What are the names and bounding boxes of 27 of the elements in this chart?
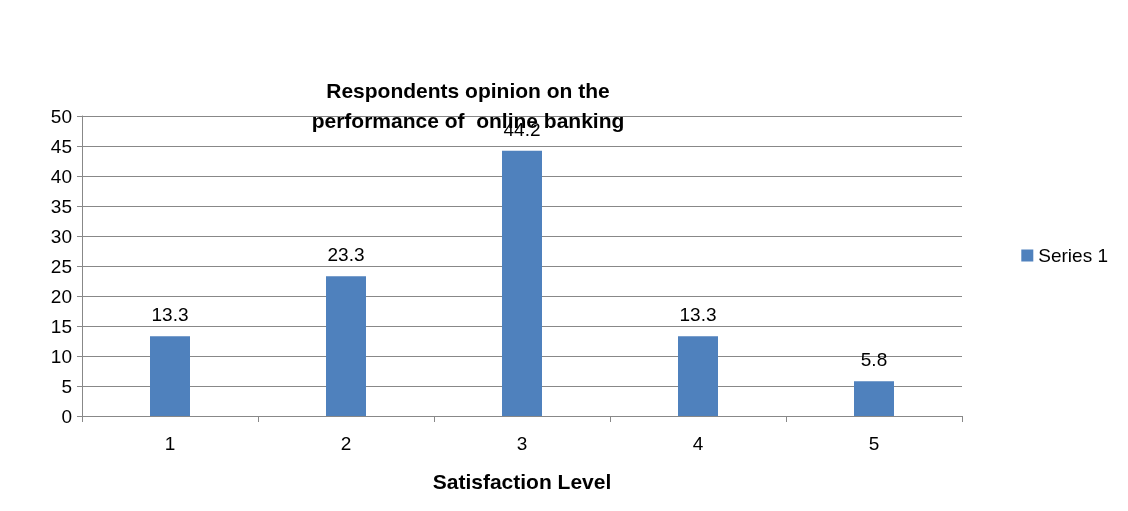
bar [502,150,542,416]
bar [854,381,894,416]
y-tick-label: 50 [50,105,72,127]
y-tick-label: 20 [50,285,72,307]
data-label: 13.3 [151,304,189,326]
x-tick-label: 5 [868,433,880,454]
y-tick-label: 45 [50,135,72,157]
data-label: 23.3 [327,244,365,266]
y-tick-label: 35 [50,195,72,217]
x-axis-title: Satisfaction Level [432,470,612,493]
y-tick-label: 40 [50,165,72,187]
x-tick-label: 1 [164,433,176,454]
y-tick-label: 30 [50,225,72,247]
y-tick-label: 0 [61,405,72,427]
bar [678,336,718,416]
y-tick-label: 5 [61,375,72,397]
y-tick-label: 15 [50,315,72,337]
y-tick-label: 25 [50,255,72,277]
data-label: 5.8 [860,349,888,371]
bar [326,276,366,416]
x-tick-label: 3 [516,433,528,454]
x-tick-label: 4 [692,433,704,454]
y-tick-label: 10 [50,345,72,367]
bar [150,336,190,416]
x-tick-label: 2 [340,433,352,454]
legend-label: Series 1 [1038,245,1108,266]
data-label: 13.3 [679,304,717,326]
